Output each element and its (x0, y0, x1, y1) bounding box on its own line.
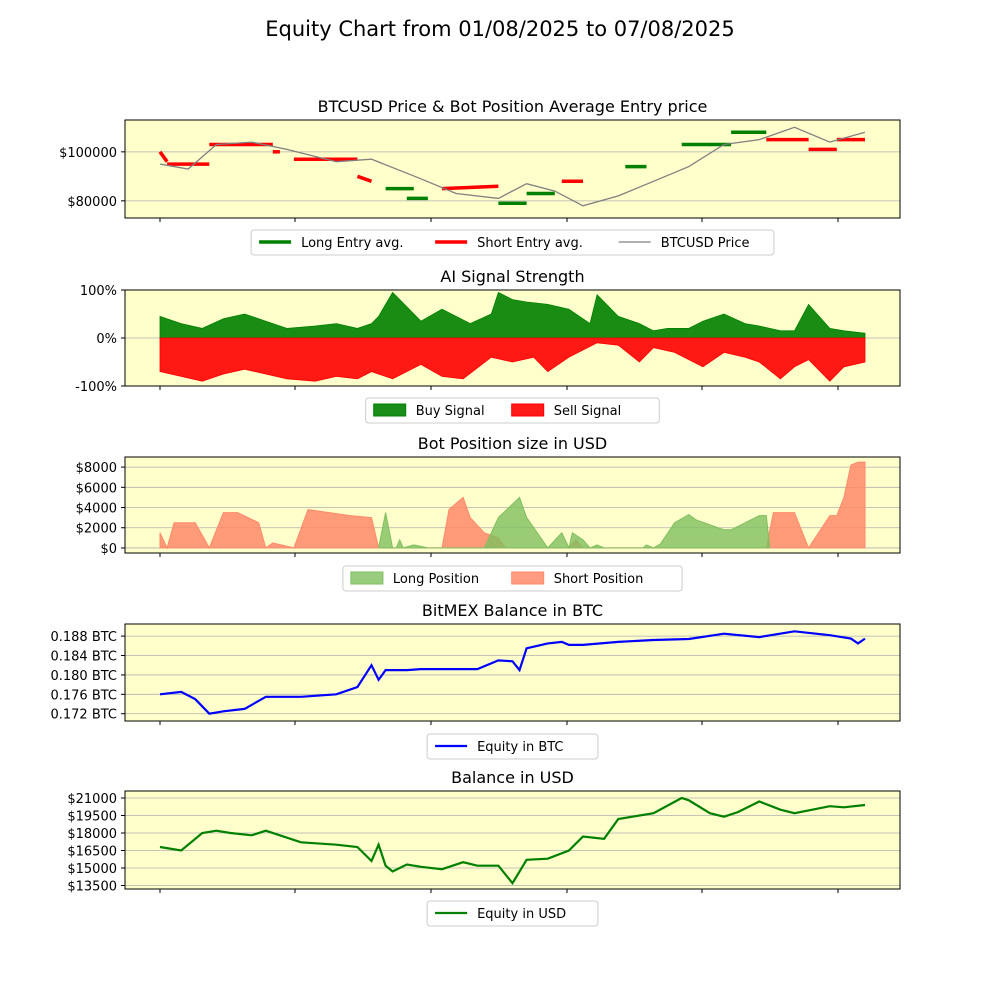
plot-marks (159, 291, 866, 382)
legend-label: Long Entry avg. (301, 236, 403, 251)
panel-2: Bot Position size in USD $0 $2000 $4000 $600… (76, 434, 901, 592)
legend-label: Equity in USD (477, 907, 566, 922)
y-tick-label: $0 (100, 542, 117, 557)
y-tick-label: 100% (80, 284, 117, 299)
y-tick-label: 0% (96, 332, 117, 347)
y-tick-label: $80000 (67, 195, 117, 210)
long-position-area (377, 496, 771, 550)
legend-box-0 (250, 229, 775, 256)
plot-frame (124, 456, 901, 554)
sell-signal-area (159, 337, 866, 382)
plot-marks (159, 796, 866, 886)
btc-equity-line (159, 630, 866, 715)
plot-frame (124, 289, 901, 387)
y-tick-label: 0.180 BTC (50, 669, 117, 684)
short-entry-segment (356, 174, 373, 183)
plot-frame (124, 790, 901, 890)
short-entry-segment (441, 184, 499, 191)
plot-marks (158, 126, 866, 207)
plot-area (125, 624, 900, 721)
y-tick-label: $6000 (76, 481, 117, 496)
usd-equity-line (159, 796, 866, 886)
legend-swatch (373, 403, 407, 417)
legend-box-4 (426, 900, 599, 927)
legend-swatch (350, 571, 384, 585)
y-tick-label: 0.188 BTC (50, 630, 117, 645)
y-tick-label: 0.184 BTC (50, 650, 117, 665)
y-tick-label: $8000 (76, 461, 117, 476)
buy-signal-area (159, 291, 866, 339)
y-tick-label: $13500 (67, 880, 117, 895)
y-tick-label: $2000 (76, 522, 117, 537)
panel-0: BTCUSD Price & Bot Position Average Entr… (59, 97, 901, 256)
price-line (159, 126, 866, 207)
legend-label: Sell Signal (554, 404, 622, 419)
y-tick-label: $4000 (76, 502, 117, 517)
short-position-area (159, 461, 866, 550)
figure-title: Equity Chart from 01/08/2025 to 07/08/20… (265, 17, 735, 41)
plot-frame (124, 623, 901, 722)
legend-swatch (511, 403, 545, 417)
plot-area (125, 791, 900, 889)
panel-title: BitMEX Balance in BTC (422, 601, 603, 620)
legend-box-3 (426, 733, 599, 760)
y-tick-label: 0.172 BTC (50, 708, 117, 723)
panel-title: BTCUSD Price & Bot Position Average Entr… (318, 97, 708, 116)
chart-panels: BTCUSD Price & Bot Position Average Entr… (50, 97, 901, 927)
y-tick-label: $21000 (67, 792, 117, 807)
y-tick-label: $19500 (67, 810, 117, 825)
y-tick-label: $18000 (67, 827, 117, 842)
legend-label: Buy Signal (416, 404, 485, 419)
legend-label: BTCUSD Price (661, 236, 750, 251)
y-tick-label: 0.176 BTC (50, 688, 117, 703)
plot-marks (159, 630, 866, 715)
legend-label: Short Entry avg. (477, 236, 583, 251)
y-tick-label: $16500 (67, 845, 117, 860)
legend-label: Equity in BTC (477, 740, 563, 755)
panel-title: Balance in USD (451, 768, 574, 787)
legend-label: Long Position (393, 572, 479, 587)
plot-frame (124, 119, 901, 219)
y-tick-label: -100% (75, 380, 117, 395)
panel-1: AI Signal Strength -100% 0% 100% Buy Signal S… (75, 267, 901, 424)
panel-title: AI Signal Strength (440, 267, 584, 286)
plot-marks (159, 461, 866, 550)
legend-label: Short Position (554, 572, 644, 587)
panel-3: BitMEX Balance in BTC 0.172 BTC 0.176 BTC 0… (50, 601, 901, 760)
short-entry-segment (158, 150, 169, 163)
panel-title: Bot Position size in USD (418, 434, 607, 453)
y-tick-label: $15000 (67, 862, 117, 877)
panel-4: Balance in USD $13500 $15000 $16500 $18000 $1… (67, 768, 901, 927)
y-tick-label: $100000 (59, 146, 117, 161)
legend-swatch (511, 571, 545, 585)
